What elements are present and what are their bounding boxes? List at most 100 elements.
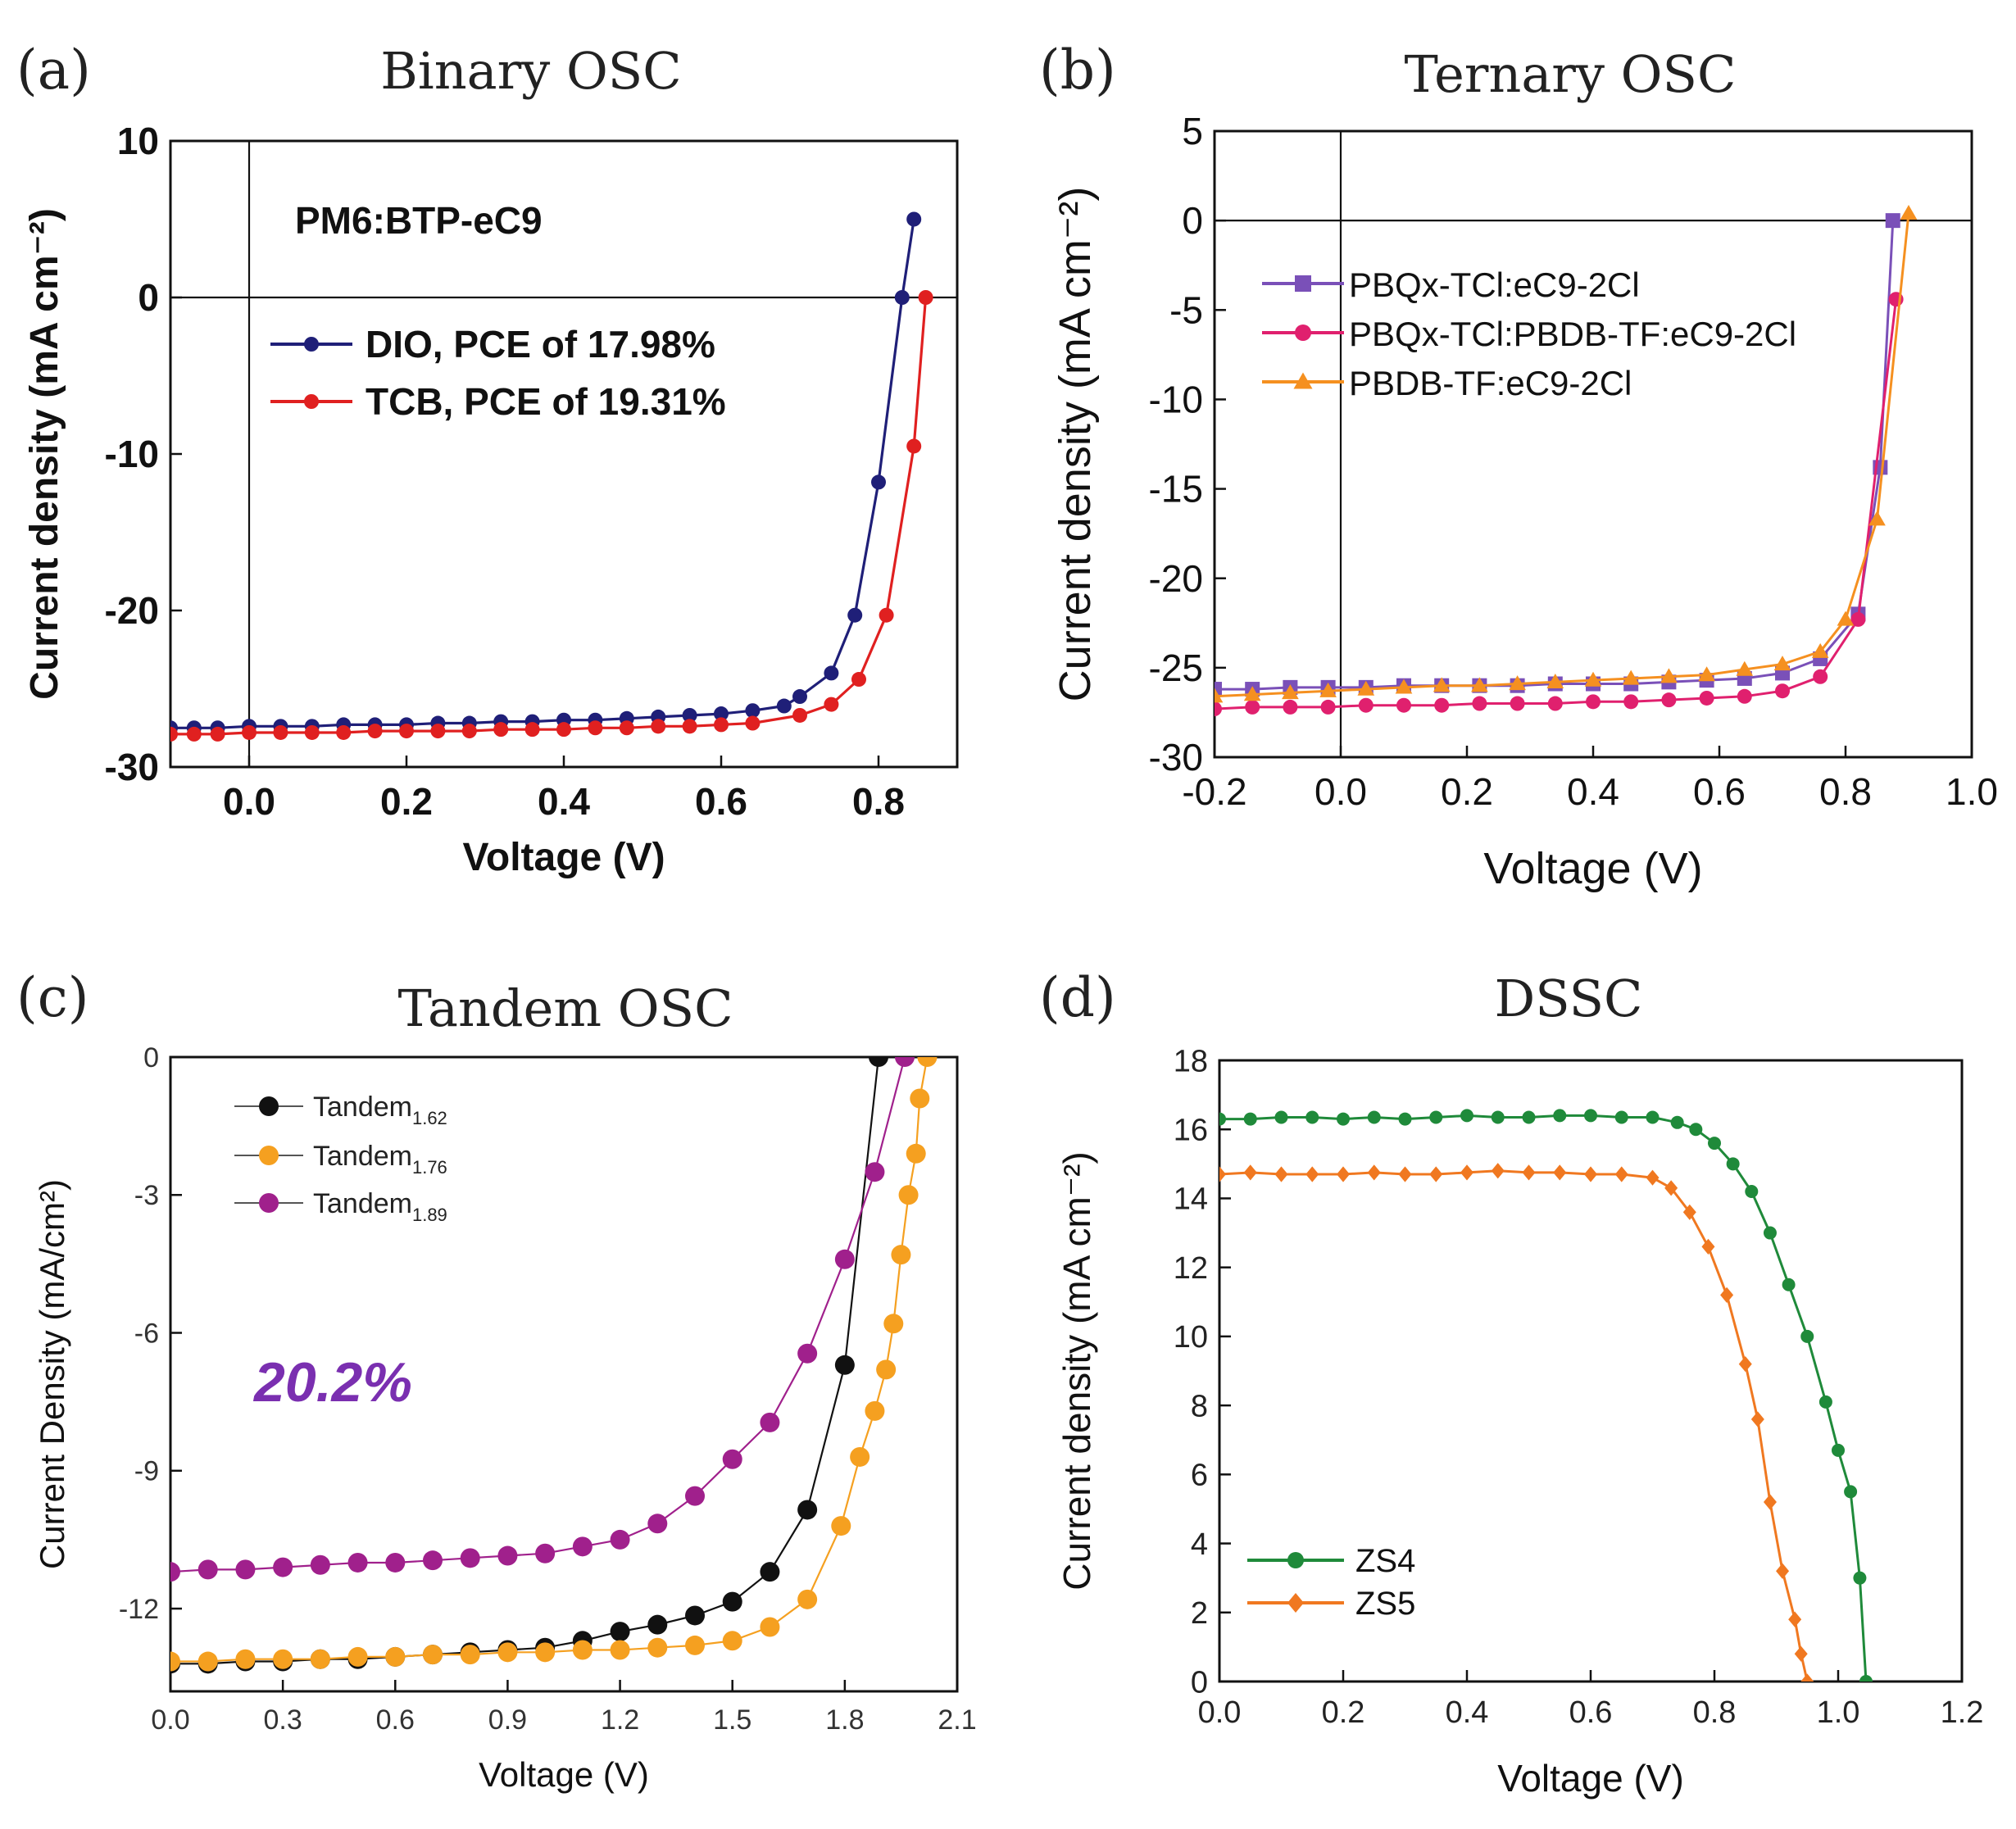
data-point — [1737, 688, 1752, 704]
data-point — [273, 1649, 293, 1669]
data-point — [1811, 642, 1829, 658]
series-line — [170, 219, 915, 729]
annotation-material: PM6:BTP-eC9 — [295, 199, 543, 242]
y-tick-label: 0 — [143, 1042, 159, 1073]
data-point — [1509, 675, 1526, 691]
data-point — [1398, 1112, 1412, 1126]
data-point — [235, 1559, 256, 1580]
x-tick-label: 0.6 — [695, 780, 747, 823]
data-point — [1813, 669, 1828, 684]
data-point — [792, 689, 807, 705]
data-point — [1794, 1645, 1808, 1662]
y-tick-label: 10 — [117, 120, 159, 162]
y-tick-label: 0 — [1182, 199, 1203, 242]
data-point — [1738, 1355, 1752, 1373]
data-point — [1720, 1287, 1734, 1303]
data-point — [186, 726, 202, 742]
data-point — [797, 1343, 818, 1364]
data-point — [493, 722, 509, 738]
data-point — [242, 724, 257, 740]
panel-a-letter: (a) — [16, 39, 91, 102]
data-point — [1219, 1166, 1226, 1182]
y-tick-label: 10 — [1174, 1320, 1208, 1355]
data-point — [1885, 213, 1900, 229]
y-tick-label: -15 — [1149, 468, 1203, 511]
series-line — [1219, 1114, 1868, 1682]
data-point — [918, 290, 933, 305]
data-point — [824, 665, 839, 681]
legend-label-subscript: 1.76 — [412, 1157, 447, 1178]
data-point — [1745, 1185, 1759, 1199]
y-tick-label: -25 — [1149, 647, 1203, 689]
x-axis-label: Voltage (V) — [479, 1755, 649, 1794]
y-tick-label: -10 — [1149, 379, 1203, 421]
data-point — [572, 1536, 593, 1557]
plot-area — [170, 211, 933, 742]
y-tick-label: 14 — [1174, 1182, 1208, 1217]
y-tick-label: -9 — [134, 1456, 159, 1487]
series-line — [170, 1057, 906, 1573]
plot-frame — [169, 1055, 959, 1693]
series-3 — [1215, 205, 1918, 703]
data-point — [1623, 694, 1639, 710]
data-point — [1661, 692, 1677, 708]
y-axis-label: Current density (mA cm⁻²) — [1056, 1151, 1098, 1591]
data-point — [1736, 660, 1754, 676]
data-point — [831, 1516, 851, 1536]
chart-tandem-osc: 0.0 0.3 0.6 0.9 1.2 1.5 1.8 2.1 0 -3 -6 -9 -12 Voltag… — [33, 1042, 977, 1794]
plot-area — [1219, 1109, 1873, 1682]
x-tick-label: 0.8 — [1819, 770, 1872, 813]
x-tick-label: 2.1 — [938, 1704, 976, 1736]
plot-frame — [1213, 129, 1973, 759]
data-point — [347, 1646, 368, 1667]
legend-label: Tandem1.89 — [313, 1188, 447, 1225]
y-tick-label: 6 — [1191, 1459, 1208, 1493]
data-point — [898, 1185, 919, 1205]
legend-marker — [1295, 324, 1311, 341]
legend-label-name: Tandem — [313, 1141, 412, 1172]
data-point — [1850, 611, 1866, 627]
data-point — [906, 438, 922, 454]
series-line — [170, 1057, 929, 1663]
data-point — [1708, 1137, 1721, 1150]
legend-label-name: Tandem — [313, 1092, 412, 1123]
chart-binary-osc: 0.0 0.2 0.4 0.6 0.8 10 0 -10 -20 -30 Voltage (V) Cu… — [23, 120, 959, 879]
data-point — [910, 1088, 930, 1109]
data-point — [497, 1642, 518, 1663]
data-point — [722, 1591, 742, 1612]
panel-d-title: DSSC — [1494, 969, 1642, 1028]
data-point — [685, 1635, 705, 1655]
x-tick-label: 0.0 — [151, 1704, 189, 1736]
y-axis-label: Current density (mA cm⁻²) — [23, 208, 66, 700]
data-point — [1274, 1166, 1288, 1182]
legend-label: PBQx-TCl:eC9-2Cl — [1349, 266, 1640, 304]
y-tick-label: 4 — [1191, 1527, 1208, 1562]
y-tick-label: 0 — [1191, 1665, 1208, 1700]
data-point — [1460, 1164, 1473, 1181]
series-1 — [1219, 1109, 1873, 1682]
legend-marker — [259, 1096, 279, 1116]
data-point — [1433, 677, 1451, 692]
plot-area — [170, 1057, 938, 1674]
x-tick-label: 1.5 — [713, 1704, 751, 1736]
x-tick-label: 0.2 — [1441, 770, 1493, 813]
x-tick-label: 0.6 — [1569, 1695, 1613, 1730]
y-tick-label: -30 — [1149, 736, 1203, 778]
data-point — [1670, 1115, 1684, 1129]
data-point — [1243, 686, 1261, 701]
data-point — [610, 1622, 630, 1642]
data-point — [1689, 1123, 1703, 1137]
data-point — [235, 1649, 256, 1669]
panel-b-title: Ternary OSC — [1405, 44, 1737, 104]
x-tick-label: 0.0 — [223, 780, 275, 823]
data-point — [1584, 1109, 1597, 1123]
y-tick-label: -6 — [134, 1318, 159, 1349]
data-point — [1305, 1166, 1319, 1182]
data-point — [1522, 1110, 1536, 1124]
data-point — [647, 1637, 668, 1658]
data-point — [871, 474, 886, 490]
data-point — [1622, 669, 1640, 685]
x-axis-label: Voltage (V) — [1483, 844, 1702, 893]
x-tick-label: 0.0 — [1198, 1695, 1242, 1730]
